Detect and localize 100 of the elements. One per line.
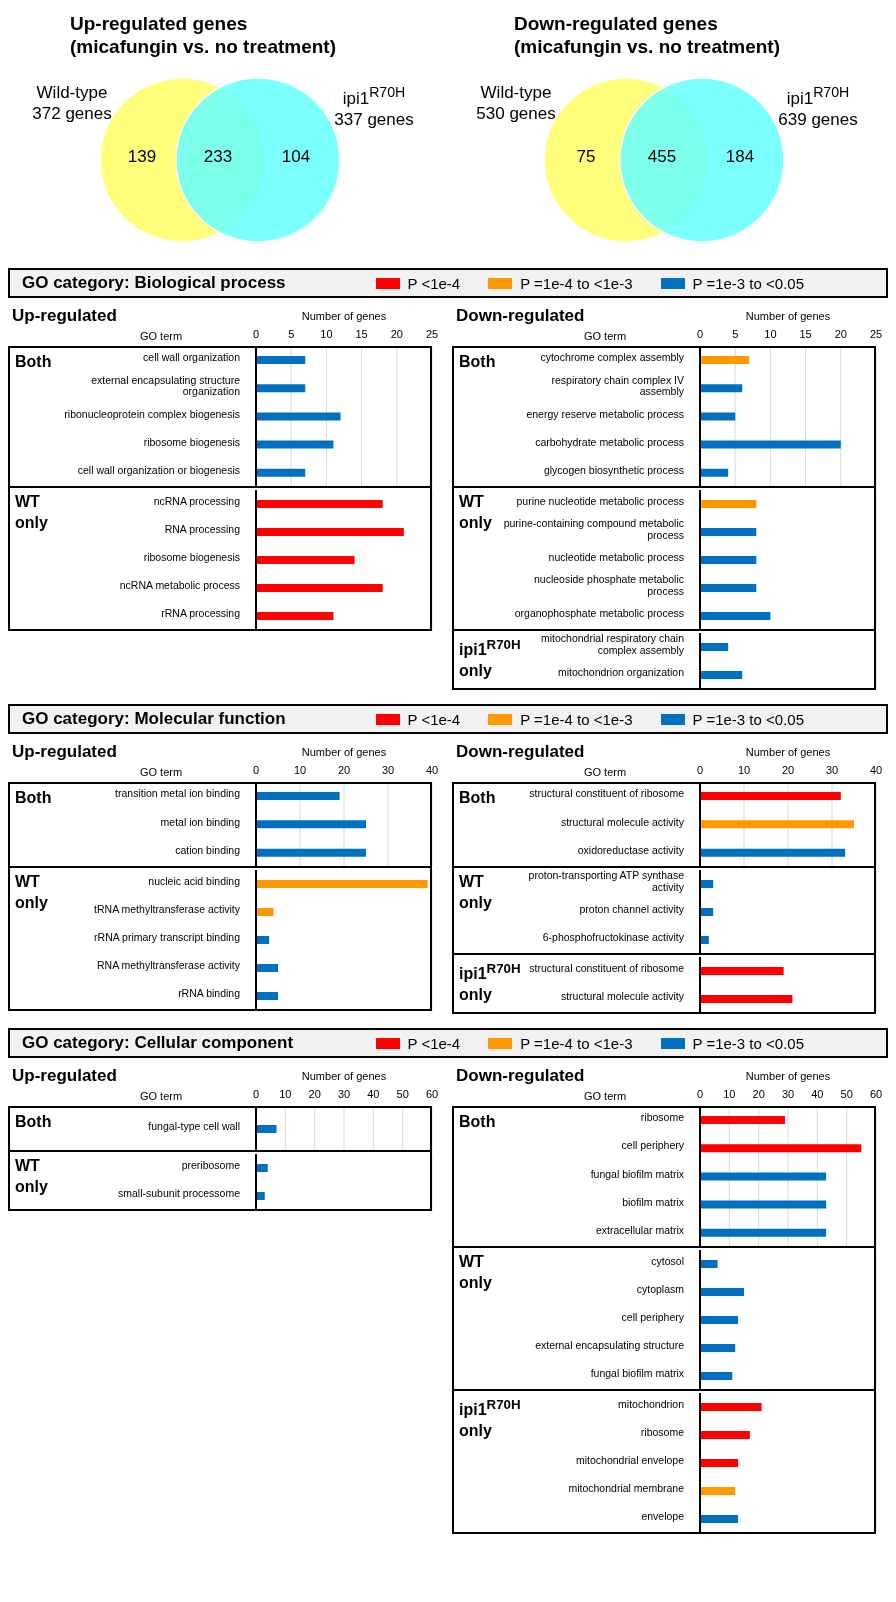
- x-tick-label: 10: [320, 328, 333, 340]
- y-tick-label: extracellular matrix: [595, 1223, 685, 1236]
- text: ipi1$^{R70H}$ only: [459, 960, 521, 1006]
- x-axis-title: Number of genes: [744, 1070, 832, 1082]
- y-axis-title: GO term: [583, 330, 627, 342]
- y-tick-label: ribosome: [640, 1426, 685, 1439]
- bar: [256, 440, 334, 449]
- text: WT only: [459, 872, 493, 913]
- y-tick-label: proton channel activity: [579, 903, 685, 916]
- y-tick-label: external encapsulating structure: [535, 1339, 685, 1352]
- text: WT only: [459, 1252, 493, 1293]
- x-tick-label: 60: [425, 1088, 439, 1100]
- text: Wild-type 372 genes: [31, 82, 113, 124]
- x-tick-label: 0: [252, 764, 260, 776]
- bar: [700, 1515, 739, 1523]
- text: Down-regulated genes (micafungin vs. no treatment): [514, 12, 781, 58]
- y-tick-label: respiratory chain complex IV assembly: [551, 373, 685, 398]
- x-tick-label: 10: [293, 764, 307, 776]
- x-tick-label: 20: [337, 764, 351, 776]
- bar: [700, 356, 750, 364]
- bar: [256, 356, 306, 364]
- text: Up-regulated: [12, 742, 117, 762]
- y-tick-label: nucleoside phosphate metabolic process: [533, 573, 684, 597]
- y-tick-label: purine nucleotide metabolic process: [516, 495, 684, 508]
- text: GO category: Molecular function: [22, 709, 286, 729]
- y-axis-title: GO term: [139, 330, 183, 342]
- y-tick-label: nucleic acid binding: [148, 875, 241, 888]
- x-tick-label: 5: [732, 328, 739, 340]
- bar: [256, 584, 383, 592]
- bar: [700, 384, 743, 393]
- bar: [700, 1116, 786, 1124]
- x-axis-title: Number of genes: [744, 310, 832, 322]
- text: Up-regulated: [12, 306, 117, 326]
- bar: [700, 1372, 733, 1380]
- text: WT only: [15, 492, 49, 533]
- x-axis-title: Number of genes: [300, 1070, 388, 1082]
- text: Up-regulated: [12, 1066, 117, 1086]
- y-tick-label: ncRNA processing: [153, 495, 241, 508]
- legend-label: P =1e-3 to <0.05: [692, 274, 804, 292]
- bar: [700, 1487, 736, 1495]
- legend-label: P <1e-4: [407, 710, 461, 728]
- bar: [256, 468, 306, 477]
- bar: [700, 1403, 762, 1411]
- x-tick-label: 50: [396, 1088, 409, 1100]
- text: GO category: Biological process: [22, 273, 286, 293]
- x-tick-label: 0: [696, 328, 704, 340]
- bar: [700, 468, 729, 477]
- bar: [256, 556, 355, 564]
- y-axis-title: GO term: [139, 766, 183, 778]
- bar: [256, 500, 383, 508]
- y-tick-label: fungal biofilm matrix: [590, 1167, 685, 1180]
- y-tick-label: fungal-type cell wall: [148, 1119, 240, 1132]
- y-tick-label: organophosphate metabolic process: [514, 607, 684, 620]
- text: Up-regulated genes (micafungin vs. no treatment): [70, 12, 337, 58]
- bar: [256, 612, 334, 620]
- x-tick-label: 15: [355, 328, 368, 340]
- text: ipi1$^{R70H}$ 639 genes: [777, 83, 859, 130]
- y-tick-label: structural constituent of ribosome: [529, 787, 685, 800]
- y-tick-label: cytosol: [651, 1255, 684, 1268]
- y-tick-label: structural molecule activity: [560, 990, 685, 1003]
- x-tick-label: 0: [696, 1088, 704, 1100]
- x-tick-label: 30: [381, 764, 395, 776]
- x-tick-label: 30: [781, 1088, 795, 1100]
- y-tick-label: transition metal ion binding: [115, 787, 241, 800]
- x-axis-title: Number of genes: [300, 310, 388, 322]
- bar: [700, 1200, 827, 1209]
- text: 139: [126, 146, 158, 167]
- y-axis-title: GO term: [583, 1090, 627, 1102]
- y-tick-label: cell periphery: [621, 1311, 685, 1324]
- y-tick-label: structural molecule activity: [560, 815, 685, 828]
- bar: [700, 1316, 739, 1324]
- y-tick-label: rRNA processing: [161, 607, 241, 620]
- x-tick-label: 25: [869, 328, 883, 340]
- y-tick-label: mitochondrial membrane: [568, 1482, 685, 1495]
- x-tick-label: 20: [834, 328, 847, 340]
- x-tick-label: 30: [825, 764, 839, 776]
- bar: [700, 1172, 827, 1181]
- y-tick-label: biofilm matrix: [622, 1195, 685, 1208]
- bar: [256, 992, 278, 1000]
- text: ipi1$^{R70H}$ only: [459, 636, 521, 682]
- x-tick-label: 40: [869, 764, 883, 776]
- y-tick-label: cell wall organization: [143, 351, 241, 364]
- text: Both: [459, 352, 497, 372]
- text: Both: [459, 1112, 497, 1132]
- y-tick-label: mitochondrion: [618, 1398, 685, 1411]
- bar: [700, 440, 841, 449]
- text: 184: [724, 146, 756, 167]
- legend-label: P =1e-3 to <0.05: [692, 710, 804, 728]
- y-tick-label: metal ion binding: [160, 815, 241, 828]
- bar: [700, 1228, 827, 1237]
- text: GO category: Cellular component: [22, 1033, 294, 1053]
- bar: [700, 1260, 718, 1268]
- text: Down-regulated: [456, 1066, 585, 1086]
- x-tick-label: 40: [425, 764, 439, 776]
- x-tick-label: 50: [840, 1088, 853, 1100]
- x-tick-label: 10: [737, 764, 751, 776]
- bar: [700, 1344, 736, 1352]
- y-tick-label: carbohydrate metabolic process: [535, 435, 684, 448]
- legend-label: P <1e-4: [407, 274, 461, 292]
- y-tick-label: cell periphery: [621, 1139, 685, 1152]
